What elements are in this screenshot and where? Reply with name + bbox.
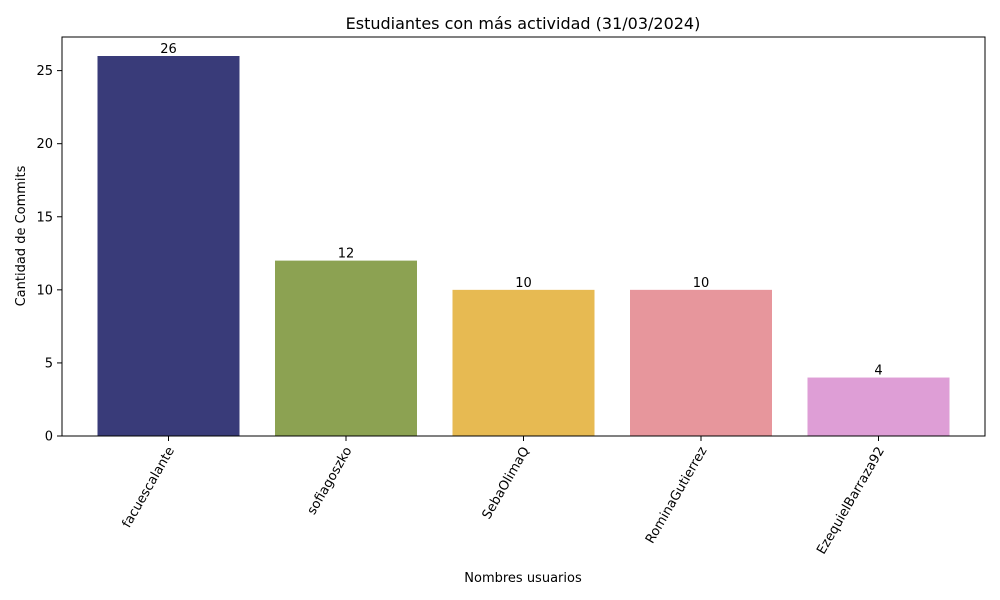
- y-tick-label: 20: [36, 137, 53, 152]
- bar-value-label: 10: [515, 276, 532, 291]
- bar-RominaGutierrez: [630, 289, 772, 436]
- x-tick-label: sofiagoszko: [305, 444, 356, 517]
- y-tick-label: 10: [36, 283, 53, 298]
- bar-facuescalante: [97, 56, 240, 436]
- bar-EzequielBarraza92: [807, 377, 950, 436]
- y-tick-label: 5: [45, 356, 53, 371]
- y-tick-label: 15: [36, 210, 53, 225]
- bars-group: 26 12 10 10 4: [97, 42, 950, 436]
- x-tick-label: facuescalante: [120, 445, 178, 531]
- plot-frame: [61, 36, 986, 437]
- x-axis: facuescalante sofiagoszko SebaOlimaQ Romina…: [120, 436, 888, 557]
- bar-value-label: 4: [874, 364, 882, 379]
- y-tick-label: 0: [45, 430, 53, 445]
- bar-value-label: 12: [338, 247, 355, 262]
- x-tick-label: EzequielBarraza92: [814, 445, 888, 558]
- x-tick-label: SebaOlimaQ: [480, 445, 533, 522]
- bar-sofiagoszko: [275, 260, 417, 436]
- y-axis-label: Cantidad de Commits: [14, 165, 29, 306]
- bar-SebaOlimaQ: [452, 289, 595, 436]
- y-axis: 0 5 10 15 20 25: [36, 64, 62, 445]
- bar-value-label: 10: [693, 276, 710, 291]
- x-tick-label: RominaGutierrez: [643, 444, 711, 546]
- bar-value-label: 26: [160, 42, 177, 57]
- x-axis-label: Nombres usuarios: [464, 571, 582, 586]
- chart-title: Estudiantes con más actividad (31/03/202…: [346, 14, 701, 33]
- y-tick-label: 25: [36, 64, 53, 79]
